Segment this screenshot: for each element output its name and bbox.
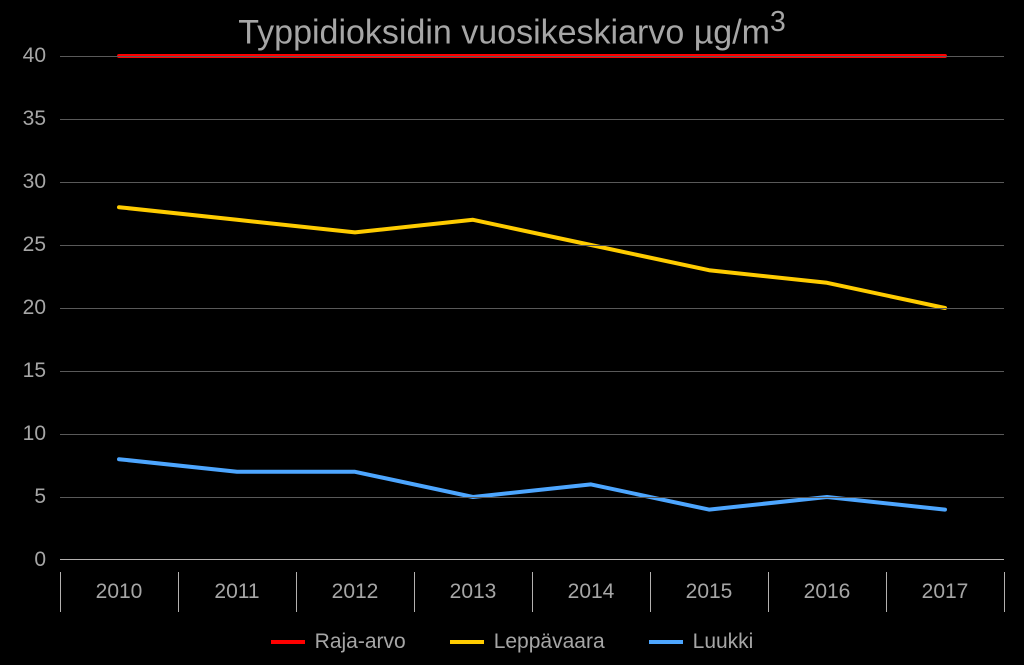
gridline — [60, 371, 1004, 372]
plot-area: 0510152025303540201020112012201320142015… — [60, 56, 1004, 560]
legend-swatch — [271, 640, 305, 644]
legend: Raja-arvo Leppävaara Luukki — [0, 626, 1024, 654]
legend-label: Luukki — [693, 630, 754, 654]
y-axis-label: 0 — [0, 548, 46, 572]
gridline — [60, 308, 1004, 309]
y-axis-label: 30 — [0, 170, 46, 194]
x-axis-label: 2010 — [60, 572, 178, 612]
y-axis-label: 35 — [0, 107, 46, 131]
x-axis-label: 2016 — [768, 572, 886, 612]
chart-title: Typpidioksidin vuosikeskiarvo µg/m3 — [0, 6, 1024, 52]
legend-item: Luukki — [649, 630, 754, 654]
x-axis-tick — [1004, 572, 1005, 612]
series-line — [119, 459, 945, 509]
y-axis-label: 40 — [0, 44, 46, 68]
gridline — [60, 434, 1004, 435]
x-axis-label: 2011 — [178, 572, 296, 612]
gridline — [60, 119, 1004, 120]
legend-swatch — [450, 640, 484, 644]
y-axis-label: 20 — [0, 296, 46, 320]
legend-item: Leppävaara — [450, 630, 605, 654]
gridline — [60, 245, 1004, 246]
gridline — [60, 56, 1004, 57]
y-axis-label: 15 — [0, 359, 46, 383]
x-axis-label: 2014 — [532, 572, 650, 612]
legend-item: Raja-arvo — [271, 630, 406, 654]
legend-label: Raja-arvo — [315, 630, 406, 654]
x-axis-label: 2012 — [296, 572, 414, 612]
legend-swatch — [649, 640, 683, 644]
x-axis-label: 2017 — [886, 572, 1004, 612]
x-axis-label: 2015 — [650, 572, 768, 612]
chart-title-sup: 3 — [770, 6, 786, 38]
gridline — [60, 497, 1004, 498]
chart-container: Typpidioksidin vuosikeskiarvo µg/m3 0510… — [0, 0, 1024, 665]
gridline — [60, 182, 1004, 183]
series-line — [119, 207, 945, 308]
x-axis-labels: 20102011201220132014201520162017 — [60, 572, 1004, 612]
chart-title-text: Typpidioksidin vuosikeskiarvo µg/m — [238, 13, 770, 51]
y-axis-label: 10 — [0, 422, 46, 446]
y-axis-label: 25 — [0, 233, 46, 257]
y-axis-label: 5 — [0, 485, 46, 509]
x-axis-label: 2013 — [414, 572, 532, 612]
legend-label: Leppävaara — [494, 630, 605, 654]
x-axis-baseline — [60, 559, 1004, 560]
